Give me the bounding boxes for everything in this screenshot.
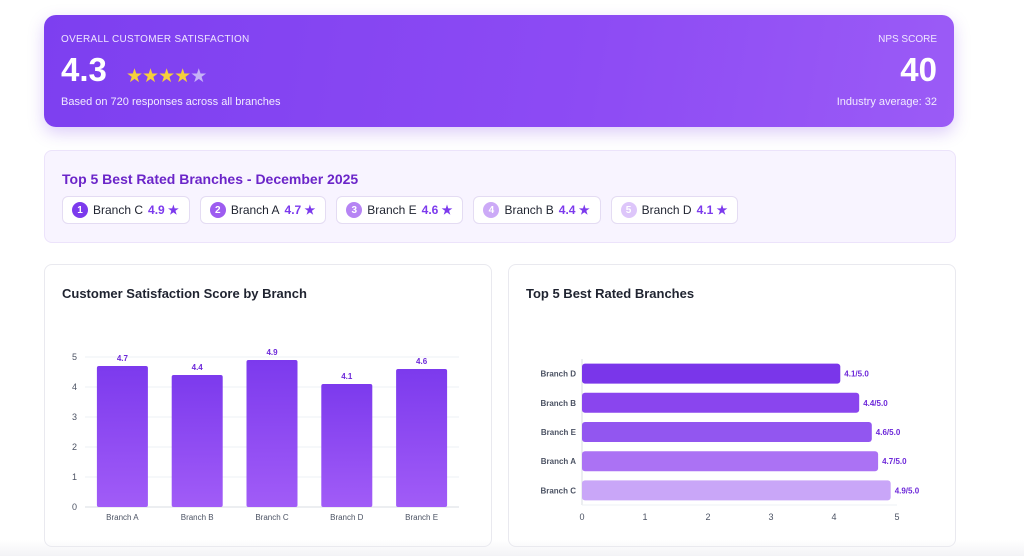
bar-value-label: 4.6 [416,357,428,366]
x-tick-label: Branch D [330,513,364,522]
nps-label: NPS SCORE [878,34,937,45]
y-tick-label: Branch D [540,370,576,379]
y-tick-label: 5 [72,352,77,362]
x-tick-label: Branch A [106,513,139,522]
bar-value-label: 4.9 [266,348,278,357]
branch-name: Branch E [367,203,417,217]
bar-value-label: 4.1/5.0 [844,370,869,379]
branch-name: Branch A [230,203,280,217]
branch-chip[interactable]: 1 Branch C 4.9 ★ [62,196,190,224]
page-bottom-shadow [0,540,1024,556]
branch-name: Branch D [641,203,692,217]
nps-value: 40 [900,51,937,88]
satisfaction-kicker: OVERALL CUSTOMER SATISFACTION [61,34,250,45]
x-tick-label: 2 [705,512,710,522]
star-icon: ★ [126,66,143,87]
bar [321,384,373,507]
y-tick-label: Branch B [540,399,576,408]
top-branches-panel: Top 5 Best Rated Branches - December 202… [44,150,956,243]
bar [582,392,860,413]
bar [96,366,148,507]
bar [246,360,298,507]
bar-value-label: 4.7/5.0 [882,457,907,466]
branch-chip[interactable]: 3 Branch E 4.6 ★ [336,196,464,224]
bar-value-label: 4.4/5.0 [863,399,888,408]
overall-score: 4.3 [61,51,107,88]
bar [396,369,448,507]
branch-rating: 4.9 ★ [148,203,179,217]
top-rated-chart: 0 1 2 3 4 5 Branch D 4.1/5.0 Branch B 4.4/5.0 Bran… [540,359,920,522]
x-tick-label: Branch E [405,513,438,522]
score-by-branch-chart: 0 1 2 3 4 5 4.7 Branch A 4.4 Branch B 4.9 Branch C 4… [72,348,459,522]
responses-summary: Based on 720 responses across all branch… [61,96,281,108]
bar-value-label: 4.1 [341,372,353,381]
top-rated-title: Top 5 Best Rated Branches [526,286,695,301]
branch-rating: 4.6 ★ [421,203,453,217]
x-tick-label: 1 [642,512,647,522]
branch-chip[interactable]: 4 Branch B 4.4 ★ [473,196,601,224]
bar-value-label: 4.7 [117,354,129,363]
top-rated-card: 0 1 2 3 4 5 Branch D 4.1/5.0 Branch B 4.4/5.0 Bran… [508,264,956,547]
top-branches-list: 1 Branch C 4.9 ★ 2 Branch A 4.7 ★ 3 Bran… [62,196,739,224]
y-tick-label: 0 [72,502,77,512]
bar [171,375,223,507]
bar-value-label: 4.9/5.0 [895,486,920,495]
y-tick-label: 4 [72,382,77,392]
satisfaction-summary-card: OVERALL CUSTOMER SATISFACTION 4.3 ★★★★★ … [44,15,954,127]
x-tick-label: 5 [894,512,899,522]
y-tick-label: Branch A [541,457,576,466]
rank-badge: 3 [346,202,363,218]
rank-badge: 1 [72,202,88,218]
y-tick-label: 3 [72,412,77,422]
x-tick-label: 3 [768,512,773,522]
star-icon: ★ [190,66,207,87]
star-icon: ★ [174,66,191,87]
y-tick-label: 1 [72,472,77,482]
y-tick-label: Branch E [541,428,577,437]
bar [582,422,872,442]
score-by-branch-card: 0 1 2 3 4 5 4.7 Branch A 4.4 Branch B 4.9 Branch C 4… [44,264,492,547]
x-tick-label: Branch C [255,513,289,522]
rank-badge: 2 [209,202,226,218]
branch-rating: 4.1 ★ [696,203,728,217]
bar [582,363,841,384]
x-tick-label: 0 [579,512,584,522]
x-tick-label: Branch B [181,513,214,522]
branch-name: Branch C [93,203,144,217]
branch-chip[interactable]: 2 Branch A 4.7 ★ [199,196,327,224]
y-tick-label: Branch C [540,486,576,495]
rating-stars: ★★★★★ [126,65,207,88]
bar [582,451,879,472]
bar-value-label: 4.6/5.0 [876,428,901,437]
nps-industry-average: Industry average: 32 [836,96,937,108]
top-branches-title: Top 5 Best Rated Branches - December 202… [62,171,359,187]
rank-badge: 5 [620,202,637,218]
rank-badge: 4 [483,202,500,218]
bar-value-label: 4.4 [192,363,204,372]
branch-name: Branch B [504,203,554,217]
y-tick-label: 2 [72,442,77,452]
bar [582,480,891,501]
star-icon: ★ [142,66,159,87]
branch-rating: 4.7 ★ [284,203,316,217]
star-icon: ★ [158,66,175,87]
x-tick-label: 4 [831,512,836,522]
branch-chip[interactable]: 5 Branch D 4.1 ★ [610,196,739,224]
branch-rating: 4.4 ★ [558,203,590,217]
score-by-branch-title: Customer Satisfaction Score by Branch [62,286,307,301]
